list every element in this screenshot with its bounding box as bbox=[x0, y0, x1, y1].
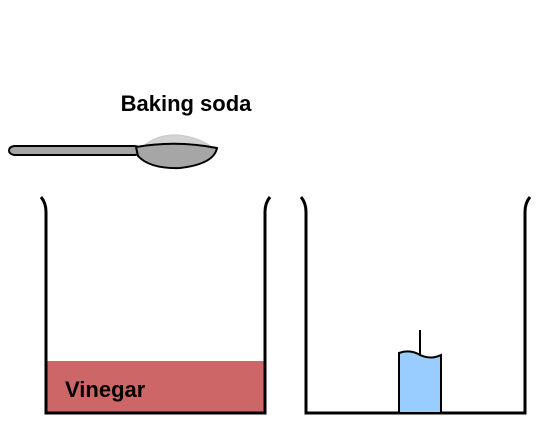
spoon-bowl bbox=[134, 142, 219, 170]
vinegar-label: Vinegar bbox=[65, 377, 146, 402]
spoon-handle bbox=[7, 145, 143, 156]
candle-body bbox=[398, 350, 442, 414]
beaker-icon bbox=[39, 196, 272, 415]
candle-icon bbox=[398, 330, 442, 414]
baking-soda-label: Baking soda bbox=[121, 91, 253, 116]
spoon-icon bbox=[7, 134, 219, 170]
beaker-left: Vinegar bbox=[39, 196, 272, 415]
vinegar-liquid bbox=[45, 361, 265, 413]
beaker-right bbox=[299, 196, 532, 415]
